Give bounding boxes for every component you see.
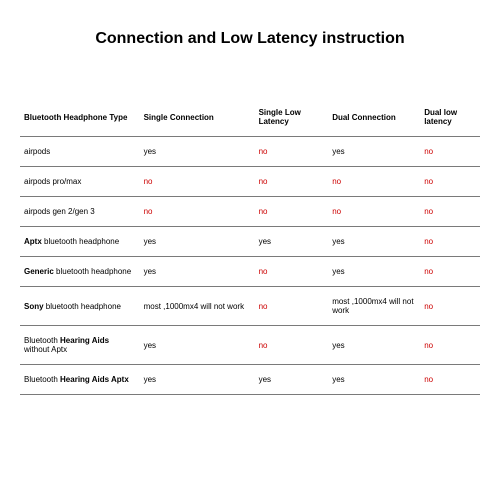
table-cell: yes	[140, 227, 255, 257]
cell-type: Bluetooth Hearing Aids Aptx	[20, 365, 140, 395]
table-cell: yes	[328, 257, 420, 287]
table-cell: no	[328, 197, 420, 227]
table-cell: yes	[140, 137, 255, 167]
cell-type: Generic bluetooth headphone	[20, 257, 140, 287]
table-row: Bluetooth Hearing Aids without Aptxyesno…	[20, 326, 480, 365]
table-cell: most ,1000mx4 will not work	[140, 287, 255, 326]
table-cell: yes	[140, 326, 255, 365]
col-header-dual-low-latency: Dual low latency	[420, 98, 480, 137]
table-cell: yes	[328, 365, 420, 395]
table-cell: yes	[328, 227, 420, 257]
cell-type: airpods pro/max	[20, 167, 140, 197]
table-cell: no	[255, 167, 329, 197]
table-cell: no	[420, 365, 480, 395]
table-cell: yes	[255, 365, 329, 395]
table-cell: yes	[255, 227, 329, 257]
table-cell: no	[255, 197, 329, 227]
table-row: Generic bluetooth headphoneyesnoyesno	[20, 257, 480, 287]
compatibility-table: Bluetooth Headphone Type Single Connecti…	[20, 98, 480, 395]
col-header-dual-conn: Dual Connection	[328, 98, 420, 137]
table-cell: no	[328, 167, 420, 197]
table-cell: most ,1000mx4 will not work	[328, 287, 420, 326]
cell-type: Sony bluetooth headphone	[20, 287, 140, 326]
table-cell: no	[255, 137, 329, 167]
col-header-single-conn: Single Connection	[140, 98, 255, 137]
cell-type: airpods gen 2/gen 3	[20, 197, 140, 227]
table-row: airpods gen 2/gen 3nononono	[20, 197, 480, 227]
table-cell: no	[420, 227, 480, 257]
table-row: Aptx bluetooth headphoneyesyesyesno	[20, 227, 480, 257]
page-title: Connection and Low Latency instruction	[20, 30, 480, 48]
cell-type: Bluetooth Hearing Aids without Aptx	[20, 326, 140, 365]
table-cell: no	[140, 197, 255, 227]
table-cell: no	[140, 167, 255, 197]
table-cell: yes	[328, 326, 420, 365]
table-body: airpodsyesnoyesnoairpods pro/maxnononono…	[20, 137, 480, 395]
table-cell: yes	[328, 137, 420, 167]
cell-type: Aptx bluetooth headphone	[20, 227, 140, 257]
table-cell: no	[420, 197, 480, 227]
table-cell: yes	[140, 365, 255, 395]
table-cell: no	[255, 287, 329, 326]
col-header-single-low-latency: Single Low Latency	[255, 98, 329, 137]
cell-type: airpods	[20, 137, 140, 167]
table-cell: no	[420, 287, 480, 326]
table-row: airpods pro/maxnononono	[20, 167, 480, 197]
table-cell: no	[420, 137, 480, 167]
table-cell: no	[255, 326, 329, 365]
table-cell: no	[420, 167, 480, 197]
table-row: airpodsyesnoyesno	[20, 137, 480, 167]
table-cell: no	[420, 326, 480, 365]
table-header-row: Bluetooth Headphone Type Single Connecti…	[20, 98, 480, 137]
table-cell: yes	[140, 257, 255, 287]
table-cell: no	[420, 257, 480, 287]
table-row: Sony bluetooth headphonemost ,1000mx4 wi…	[20, 287, 480, 326]
table-cell: no	[255, 257, 329, 287]
table-row: Bluetooth Hearing Aids Aptxyesyesyesno	[20, 365, 480, 395]
col-header-type: Bluetooth Headphone Type	[20, 98, 140, 137]
